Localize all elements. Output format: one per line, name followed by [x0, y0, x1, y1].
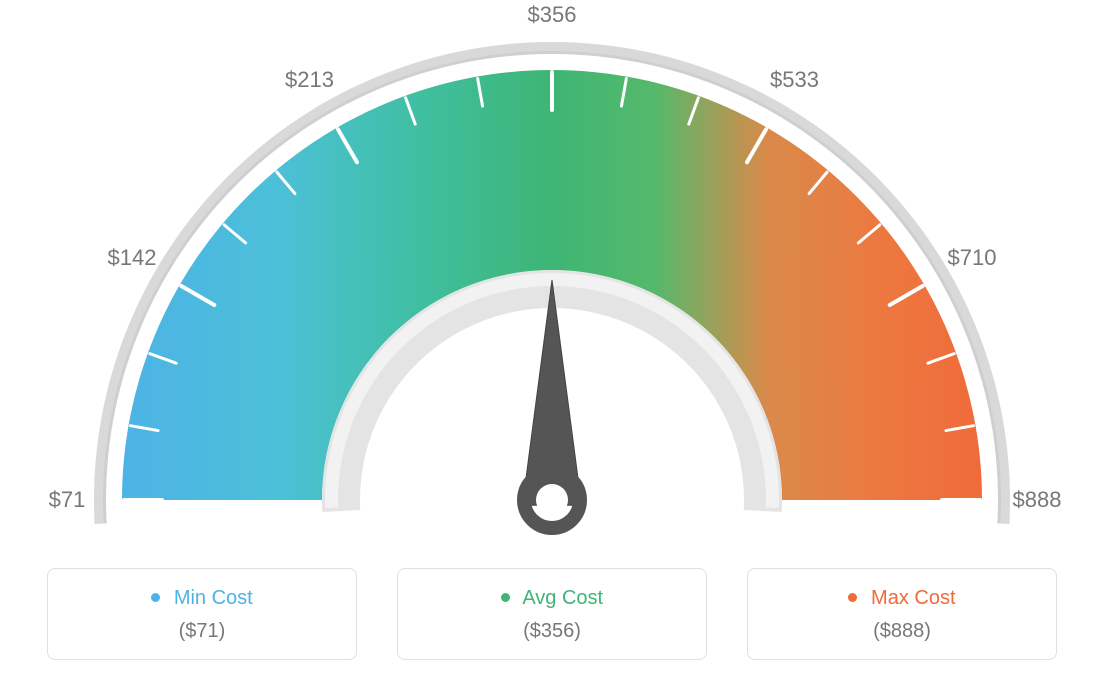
gauge-tick-label: $533: [770, 67, 819, 93]
gauge-tick-label: $71: [49, 487, 86, 513]
legend-title-avg: Avg Cost: [408, 587, 696, 610]
legend-title-text: Min Cost: [174, 587, 253, 609]
legend-value-avg: ($356): [408, 620, 696, 643]
legend-value-min: ($71): [58, 620, 346, 643]
dot-icon: [501, 593, 510, 602]
legend-title-max: Max Cost: [758, 587, 1046, 610]
gauge-tick-label: $213: [285, 67, 334, 93]
dot-icon: [151, 593, 160, 602]
legend-row: Min Cost ($71) Avg Cost ($356) Max Cost …: [0, 568, 1104, 660]
gauge-chart: $71 $142 $213 $356 $533 $710 $888: [0, 0, 1104, 560]
legend-card-min: Min Cost ($71): [47, 568, 357, 660]
legend-card-avg: Avg Cost ($356): [397, 568, 707, 660]
legend-title-text: Max Cost: [871, 587, 955, 609]
legend-card-max: Max Cost ($888): [747, 568, 1057, 660]
legend-title-min: Min Cost: [58, 587, 346, 610]
legend-value-max: ($888): [758, 620, 1046, 643]
gauge-tick-label: $356: [528, 2, 577, 28]
gauge-tick-label: $142: [107, 245, 156, 271]
gauge-svg: [0, 0, 1104, 560]
dot-icon: [848, 593, 857, 602]
gauge-tick-label: $888: [1013, 487, 1062, 513]
gauge-tick-label: $710: [948, 245, 997, 271]
legend-title-text: Avg Cost: [522, 587, 603, 609]
